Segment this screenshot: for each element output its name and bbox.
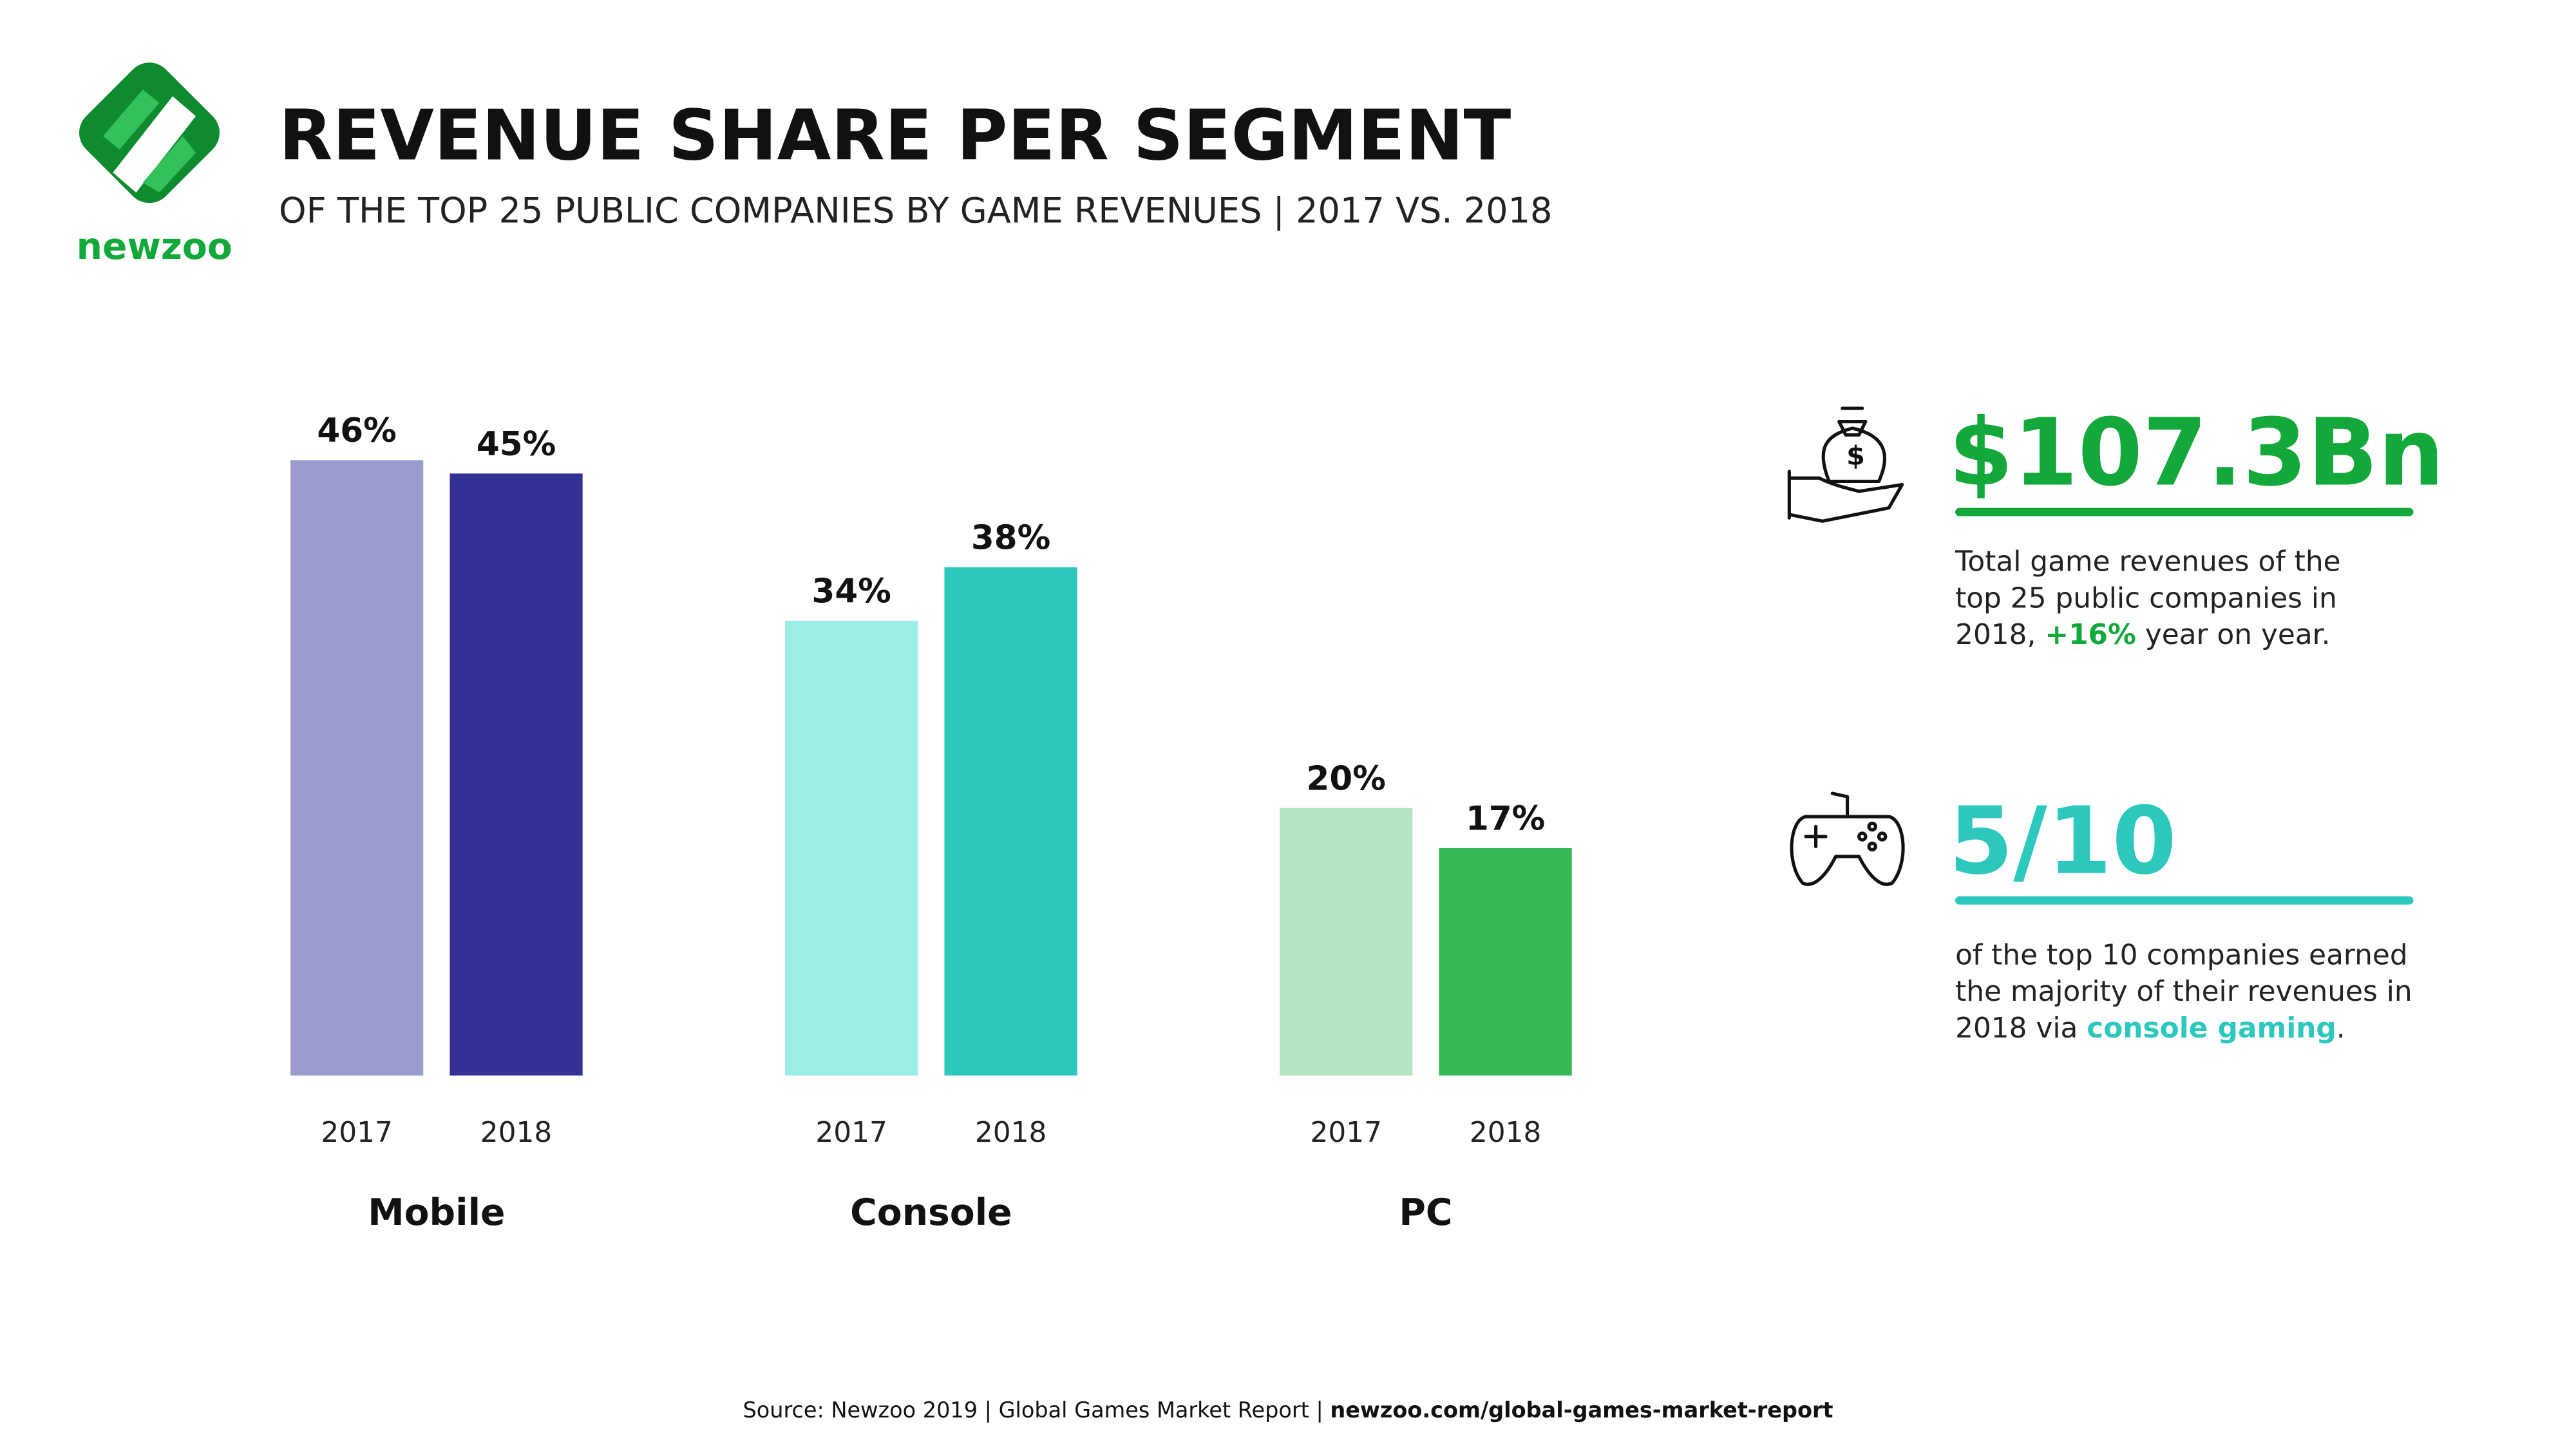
x-tick-label: 2017: [321, 1116, 392, 1149]
value-label: 34%: [811, 572, 891, 611]
stat-highlight: console gaming: [2087, 1012, 2336, 1045]
stats-panel: $107.3Bn Total game revenues of the top 25…: [1949, 399, 2445, 1045]
bar: [785, 620, 918, 1076]
x-tick-label: 2017: [815, 1116, 887, 1149]
value-label: 38%: [971, 518, 1050, 557]
source-link: newzoo.com/global-games-market-report: [1330, 1397, 1833, 1423]
chart-subtitle: OF THE TOP 25 PUBLIC COMPANIES BY GAME R…: [279, 190, 1552, 231]
value-label: 20%: [1307, 759, 1386, 798]
category-label: Console: [850, 1191, 1012, 1234]
stat-text-part: 2018 via: [1955, 1012, 2087, 1045]
stat-text: 2018 via console gaming.: [1955, 1012, 2345, 1045]
x-tick-label: 2018: [480, 1116, 552, 1149]
stat-text: Total game revenues of the: [1955, 545, 2340, 578]
icon-glyph: $: [1846, 440, 1865, 471]
category-label: PC: [1399, 1191, 1452, 1234]
stat-value: 5/10: [1949, 788, 2177, 896]
stat-text-part: top 25 public companies in: [1955, 582, 2337, 614]
stat-value: $107.3Bn: [1949, 399, 2445, 507]
category-label: Mobile: [368, 1191, 505, 1234]
x-tick-label: 2017: [1310, 1116, 1381, 1149]
bar: [450, 473, 583, 1076]
plot-area: 46% 2017 45% 2018 Mobile 34% 2017 38% 2018 Consol…: [290, 412, 1572, 1234]
source-text: Source: Newzoo 2019 | Global Games Marke…: [743, 1397, 1330, 1423]
stat-text: 2018, +16% year on year.: [1955, 618, 2330, 651]
stat-text-part: the majority of their revenues in: [1955, 975, 2412, 1008]
stat-text: of the top 10 companies earned: [1955, 938, 2408, 971]
bar: [1280, 808, 1413, 1076]
stat-text: the majority of their revenues in: [1955, 975, 2412, 1008]
money-icon: [1787, 406, 1904, 523]
stat-text-part: year on year.: [2136, 618, 2331, 651]
stat-text: top 25 public companies in: [1955, 582, 2337, 614]
stat-underline: [1955, 896, 2414, 905]
stat-underline: [1955, 507, 2414, 516]
logo-mark: [79, 62, 220, 204]
stat-text-part: of the top 10 companies earned: [1955, 938, 2408, 971]
x-tick-label: 2018: [975, 1116, 1046, 1149]
stat-highlight: +16%: [2045, 618, 2136, 651]
source: Source: Newzoo 2019 | Global Games Marke…: [743, 1397, 1833, 1423]
chart-title: REVENUE SHARE PER SEGMENT: [279, 95, 1511, 176]
bar: [944, 567, 1077, 1076]
bar: [290, 460, 424, 1076]
x-tick-label: 2018: [1470, 1116, 1541, 1149]
controller-icon: [1790, 791, 1905, 886]
value-label: 17%: [1466, 800, 1545, 838]
value-label: 45%: [477, 425, 556, 464]
stat-text-part: 2018,: [1955, 618, 2045, 651]
value-label: 46%: [317, 412, 396, 450]
logo-text: newzoo: [77, 225, 232, 268]
stat-text-part: .: [2336, 1012, 2345, 1045]
stat-text-part: Total game revenues of the: [1955, 545, 2340, 578]
bar: [1439, 848, 1572, 1076]
